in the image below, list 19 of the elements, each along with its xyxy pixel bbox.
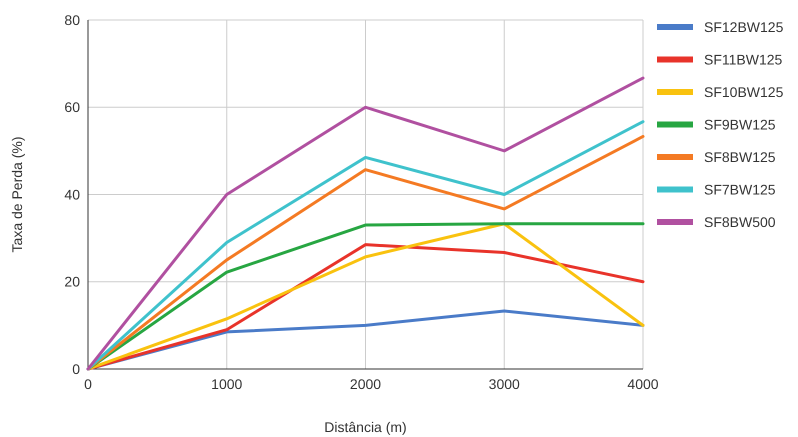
y-tick-label: 60 <box>64 99 80 116</box>
y-tick-label: 40 <box>64 186 80 202</box>
legend-label: SF8BW500 <box>704 214 776 230</box>
x-tick-label: 0 <box>84 376 92 392</box>
x-tick-label: 2000 <box>350 376 382 392</box>
y-axis-title: Taxa de Perda (%) <box>9 136 25 252</box>
legend-label: SF11BW125 <box>704 51 783 68</box>
y-tick-label: 0 <box>72 360 80 377</box>
x-tick-label: 3000 <box>488 376 520 392</box>
x-axis-title: Distância (m) <box>324 419 407 435</box>
y-tick-label: 80 <box>64 12 80 28</box>
legend-label: SF10BW125 <box>704 84 784 100</box>
legend-label: SF7BW125 <box>704 181 776 198</box>
x-tick-label: 4000 <box>627 376 659 392</box>
legend-label: SF12BW125 <box>704 18 784 35</box>
x-tick-label: 1000 <box>211 376 243 392</box>
y-tick-label: 20 <box>64 274 80 290</box>
legend-label: SF9BW125 <box>704 116 776 132</box>
legend-label: SF8BW125 <box>704 148 776 165</box>
